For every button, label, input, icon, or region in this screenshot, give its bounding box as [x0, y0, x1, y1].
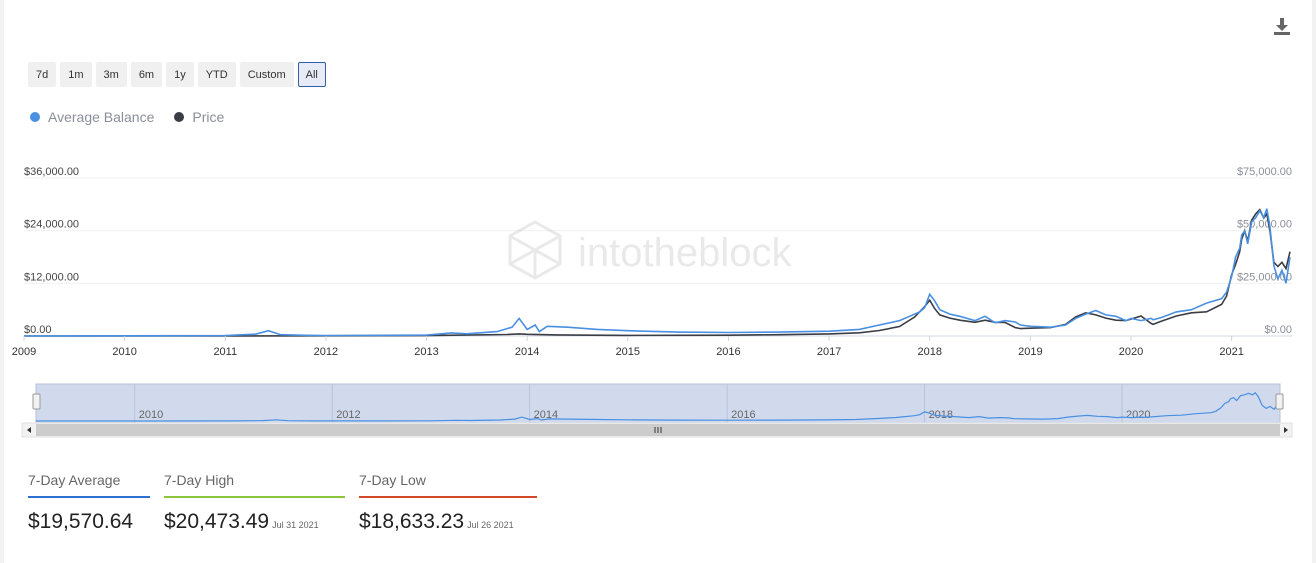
- range-button-3m[interactable]: 3m: [95, 62, 127, 87]
- scrollbar-grip-icon: [654, 427, 662, 433]
- navigator-tick-label: 2012: [336, 409, 360, 421]
- legend-dot-price: [174, 112, 185, 122]
- stat-value: $20,473.49 Jul 31 2021: [164, 510, 345, 534]
- stat-7-day-low: 7-Day Low $18,633.23 Jul 26 2021: [359, 472, 537, 534]
- x-axis-tick-label: 2011: [213, 346, 237, 358]
- right-axis-tick-label: $75,000.00: [1237, 166, 1292, 178]
- navigator-window[interactable]: [35, 383, 1281, 424]
- navigator-tick-label: 2018: [929, 409, 953, 421]
- stat-date: Jul 26 2021: [467, 520, 514, 530]
- legend-item-average-balance[interactable]: Average Balance: [30, 109, 154, 125]
- navigator-tick-label: 2020: [1126, 409, 1150, 421]
- x-axis-tick-label: 2012: [314, 346, 338, 358]
- range-button-7d[interactable]: 7d: [28, 62, 57, 87]
- stat-7-day-average: 7-Day Average $19,570.64: [28, 472, 150, 534]
- chart-card: 7d 1m 3m 6m 1y YTD Custom All Average Balance P…: [4, 0, 1312, 563]
- x-axis-tick-label: 2014: [515, 346, 539, 358]
- stats-row: 7-Day Average $19,570.64 7-Day High $20,473…: [28, 472, 537, 534]
- left-axis-tick-label: $12,000.00: [24, 271, 79, 283]
- x-axis-tick-label: 2009: [12, 346, 36, 358]
- right-axis-tick-label: $25,000.00: [1237, 271, 1292, 283]
- scroll-right-arrow-icon[interactable]: [1284, 427, 1288, 433]
- x-axis-tick-label: 2016: [716, 346, 740, 358]
- navigator-tick-label: 2010: [139, 409, 163, 421]
- x-axis-tick-label: 2019: [1018, 346, 1042, 358]
- stat-label: 7-Day Low: [359, 472, 537, 498]
- watermark-logo-icon: [508, 220, 562, 280]
- x-axis-tick-label: 2013: [414, 346, 438, 358]
- left-axis-tick-label: $24,000.00: [24, 219, 79, 231]
- stat-value-text: $18,633.23: [359, 510, 465, 533]
- range-selector: 7d 1m 3m 6m 1y YTD Custom All: [28, 62, 326, 87]
- stat-label: 7-Day High: [164, 472, 345, 498]
- x-axis-tick-label: 2017: [817, 346, 841, 358]
- x-axis-tick-label: 2010: [112, 346, 136, 358]
- stat-value-text: $19,570.64: [28, 510, 134, 533]
- range-button-1m[interactable]: 1m: [60, 62, 92, 87]
- legend-label-average-balance: Average Balance: [48, 109, 155, 125]
- range-button-6m[interactable]: 6m: [130, 62, 163, 87]
- navigator-tick-label: 2014: [534, 409, 558, 421]
- stat-value: $18,633.23 Jul 26 2021: [359, 510, 537, 534]
- navigator-series-line: [36, 391, 1279, 422]
- navigator-handle-left[interactable]: [32, 393, 41, 410]
- range-button-all[interactable]: All: [297, 62, 326, 87]
- left-axis-tick-label: $0.00: [24, 324, 52, 336]
- x-axis-tick-label: 2015: [616, 346, 640, 358]
- left-axis-tick-label: $36,000.00: [24, 166, 79, 178]
- watermark: intotheblock: [508, 220, 792, 280]
- download-icon[interactable]: [1270, 16, 1294, 38]
- legend-item-price[interactable]: Price: [174, 109, 224, 125]
- x-axis-tick-label: 2021: [1219, 346, 1243, 358]
- x-axis-tick-label: 2018: [917, 346, 941, 358]
- range-button-1y[interactable]: 1y: [166, 62, 194, 87]
- x-axis-tick-label: 2020: [1119, 346, 1143, 358]
- range-button-custom[interactable]: Custom: [239, 62, 294, 87]
- chart-legend: Average Balance Price: [30, 109, 224, 125]
- range-button-ytd[interactable]: YTD: [197, 62, 236, 87]
- legend-label-price: Price: [192, 109, 225, 125]
- stat-label: 7-Day Average: [28, 472, 150, 498]
- watermark-text: intotheblock: [578, 231, 792, 275]
- stat-7-day-high: 7-Day High $20,473.49 Jul 31 2021: [164, 472, 345, 534]
- navigator-handle-right[interactable]: [1275, 393, 1284, 410]
- navigator-tick-label: 2016: [731, 409, 755, 421]
- legend-dot-average-balance: [30, 112, 40, 122]
- right-axis-tick-label: $50,000.00: [1237, 219, 1292, 231]
- scroll-left-arrow-icon[interactable]: [27, 427, 31, 433]
- stat-value-text: $20,473.49: [164, 510, 270, 533]
- right-axis-tick-label: $0.00: [1264, 324, 1292, 336]
- stat-value: $19,570.64: [28, 510, 150, 534]
- stat-date: Jul 31 2021: [272, 520, 319, 530]
- series-line-average-balance: [23, 208, 1291, 337]
